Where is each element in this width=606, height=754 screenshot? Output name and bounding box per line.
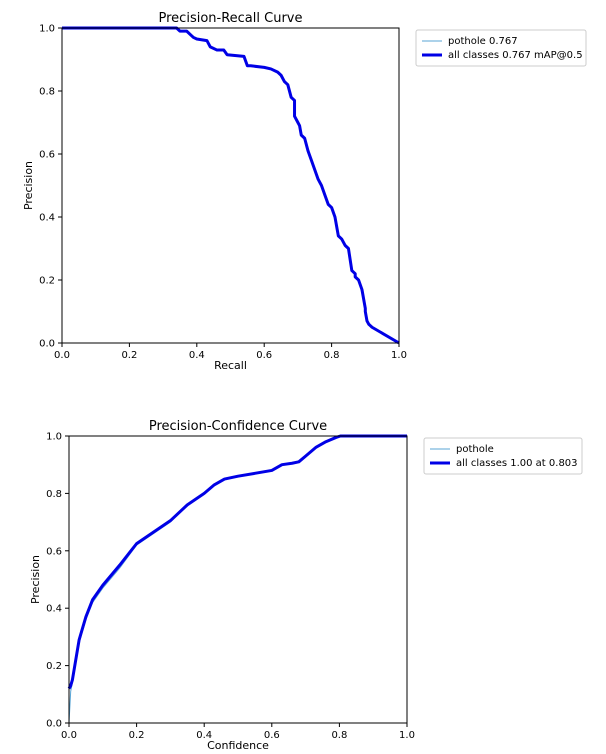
series-line-pothole: [68, 435, 407, 724]
series-lines: [67, 434, 407, 724]
y-tick-label: 1.0: [39, 24, 55, 35]
y-tick-labels: 0.0 0.2 0.4 0.6 0.8 1.0: [46, 432, 69, 730]
y-tick-label: 0.0: [46, 719, 62, 730]
series-line-pothole: [62, 27, 400, 344]
y-tick-label: 0.8: [39, 87, 55, 98]
x-tick-label: 0.8: [324, 350, 340, 361]
y-axis-label: Precision: [29, 555, 42, 604]
y-tick-label: 0.2: [39, 276, 55, 287]
legend-box: [415, 29, 587, 67]
y-tick-label: 1.0: [46, 432, 62, 443]
precision-confidence-chart: Precision-Confidence Curve Confidence Pr…: [29, 419, 583, 752]
y-tick-label: 0.0: [39, 339, 55, 350]
x-tick-label: 0.4: [196, 730, 212, 741]
x-tick-label: 0.0: [61, 730, 77, 741]
y-tick-label: 0.6: [39, 150, 55, 161]
x-tick-label: 0.6: [264, 730, 280, 741]
legend-entry-pothole: pothole: [456, 444, 494, 455]
precision-recall-chart: Precision-Recall Curve Recall Precision …: [22, 11, 587, 372]
y-tick-label: 0.4: [46, 604, 62, 615]
legend: pothole all classes 1.00 at 0.803: [423, 437, 583, 475]
x-tick-label: 1.0: [399, 730, 415, 741]
y-tick-label: 0.2: [46, 661, 62, 672]
y-tick-label: 0.6: [46, 546, 62, 557]
legend-entry-all-classes: all classes 1.00 at 0.803: [456, 458, 578, 469]
x-tick-label: 1.0: [391, 350, 407, 361]
legend-entry-all-classes: all classes 0.767 mAP@0.5: [448, 50, 583, 61]
x-tick-label: 0.4: [189, 350, 205, 361]
plot-frame: [61, 27, 400, 344]
x-tick-label: 0.0: [54, 350, 70, 361]
x-tick-label: 0.6: [256, 350, 272, 361]
x-tick-labels: 0.0 0.2 0.4 0.6 0.8 1.0: [61, 723, 415, 741]
y-tick-label: 0.8: [46, 489, 62, 500]
plot-frame: [68, 435, 408, 724]
legend-box: [423, 437, 583, 475]
x-axis-label: Recall: [214, 359, 247, 372]
y-tick-labels: 0.0 0.2 0.4 0.6 0.8 1.0: [39, 24, 62, 350]
legend-entry-pothole: pothole 0.767: [448, 36, 518, 47]
series-line-all-classes: [62, 26, 400, 345]
x-axis-label: Confidence: [207, 739, 269, 752]
x-tick-label: 0.2: [129, 730, 145, 741]
series-line-all-classes: [67, 434, 407, 690]
x-tick-labels: 0.0 0.2 0.4 0.6 0.8 1.0: [54, 343, 407, 361]
chart-title: Precision-Confidence Curve: [149, 419, 327, 434]
series-lines: [62, 26, 400, 345]
x-tick-label: 0.2: [121, 350, 137, 361]
y-axis-label: Precision: [22, 161, 35, 210]
x-tick-label: 0.8: [331, 730, 347, 741]
y-tick-label: 0.4: [39, 213, 55, 224]
chart-title: Precision-Recall Curve: [159, 11, 303, 26]
legend: pothole 0.767 all classes 0.767 mAP@0.5: [415, 29, 587, 67]
